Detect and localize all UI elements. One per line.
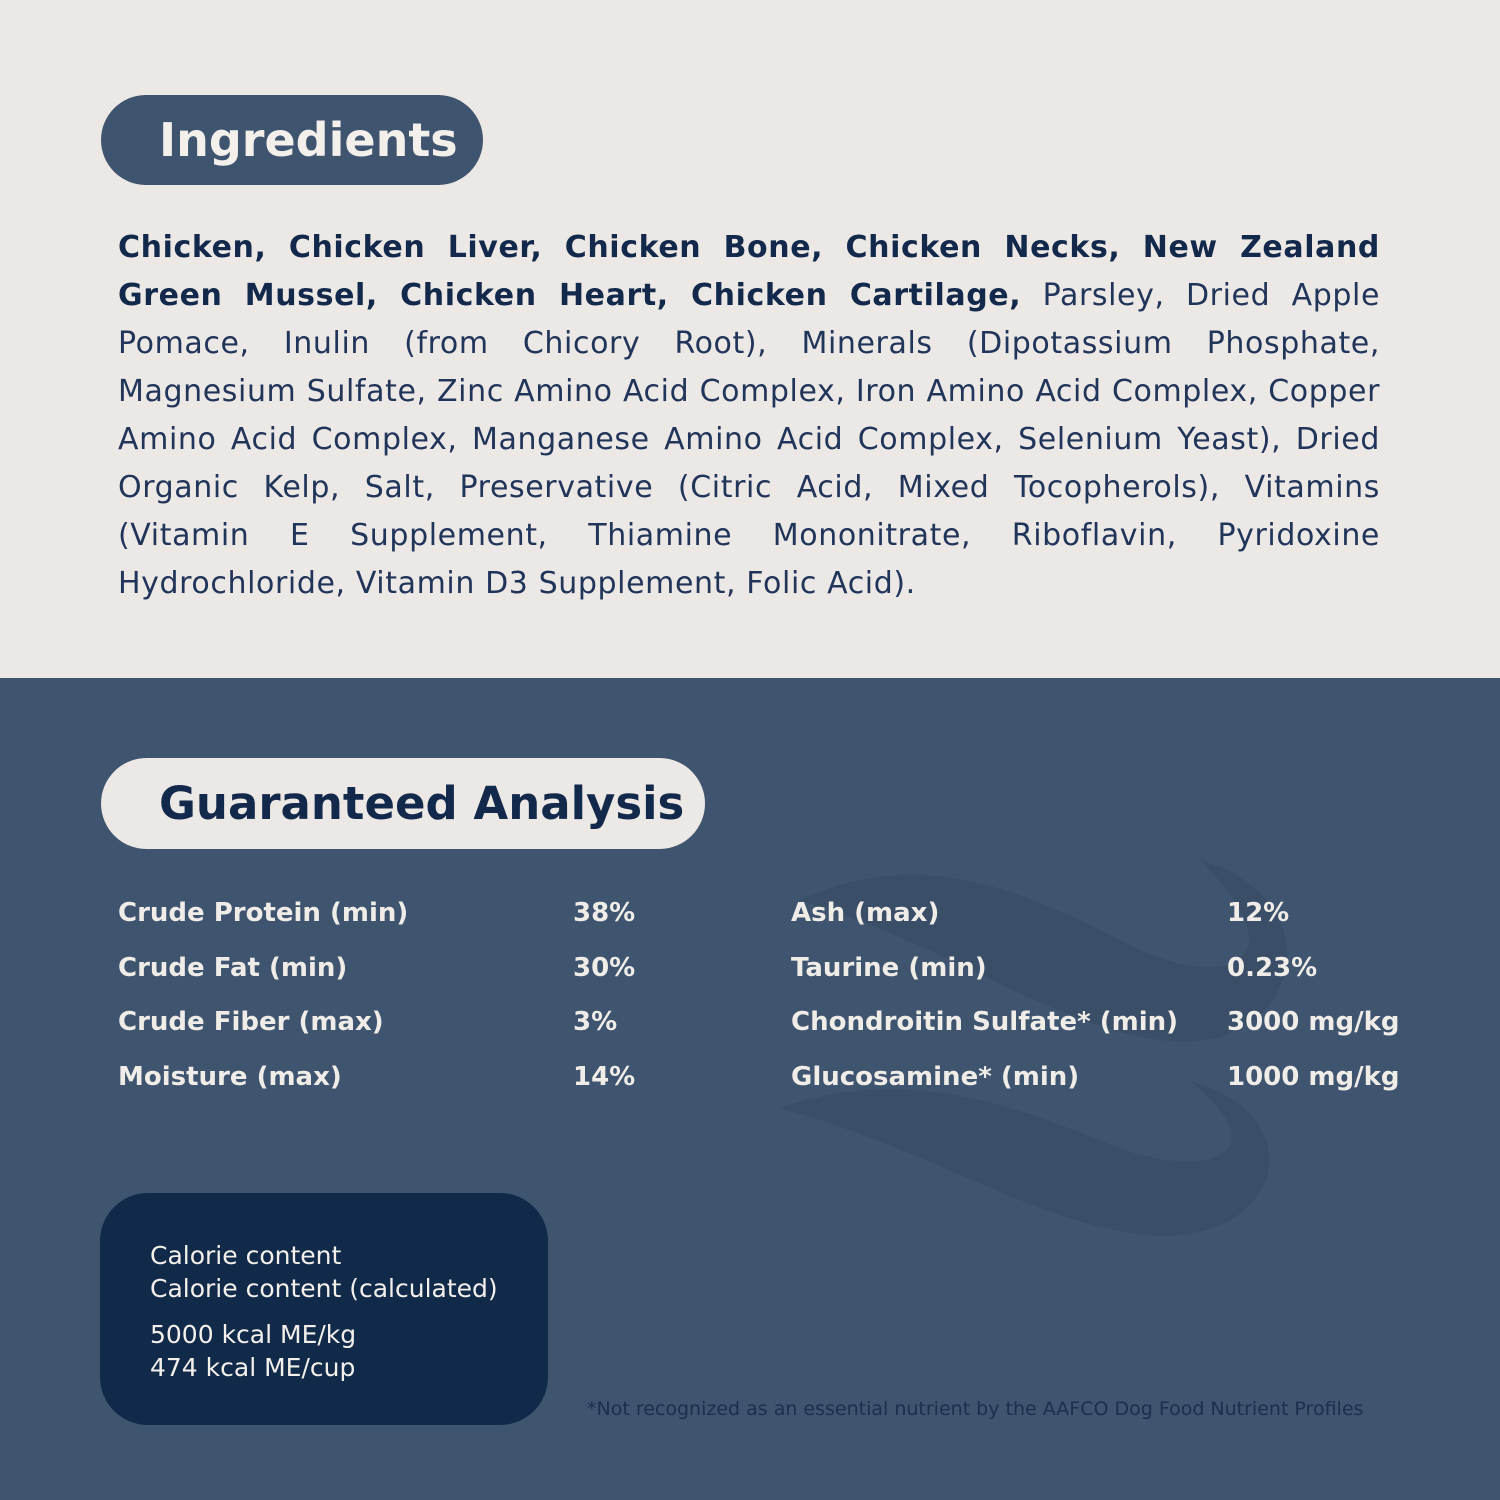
calorie-card: Calorie content Calorie content (calcula… bbox=[100, 1193, 548, 1425]
analysis-value: 0.23% bbox=[1227, 953, 1318, 983]
analysis-value: 14% bbox=[573, 1062, 636, 1092]
calorie-label-calculated: Calorie content (calculated) bbox=[150, 1274, 498, 1303]
analysis-value: 38% bbox=[573, 898, 636, 928]
analysis-label: Crude Fiber (max) bbox=[118, 1007, 384, 1037]
footnote: *Not recognized as an essential nutrient… bbox=[587, 1398, 1364, 1420]
analysis-label: Crude Protein (min) bbox=[118, 898, 409, 928]
wave-decoration-icon bbox=[780, 860, 1288, 1236]
main-ingredients: Chicken, Chicken Liver, Chicken Bone, Ch… bbox=[118, 230, 1380, 313]
analysis-label: Glucosamine* (min) bbox=[791, 1062, 1080, 1092]
ingredients-section: Ingredients Chicken, Chicken Liver, Chic… bbox=[0, 0, 1500, 678]
analysis-label: Taurine (min) bbox=[791, 953, 987, 983]
calorie-label: Calorie content bbox=[150, 1241, 342, 1270]
analysis-value: 12% bbox=[1227, 898, 1290, 928]
analysis-value: 1000 mg/kg bbox=[1227, 1062, 1400, 1092]
analysis-label: Ash (max) bbox=[791, 898, 940, 928]
analysis-label: Chondroitin Sulfate* (min) bbox=[791, 1007, 1179, 1037]
ingredients-list: Chicken, Chicken Liver, Chicken Bone, Ch… bbox=[118, 224, 1380, 608]
analysis-value: 3000 mg/kg bbox=[1227, 1007, 1400, 1037]
other-ingredients: Parsley, Dried Apple Pomace, Inulin (fro… bbox=[118, 278, 1380, 601]
calorie-value-kg: 5000 kcal ME/kg bbox=[150, 1320, 357, 1349]
analysis-heading: Guaranteed Analysis bbox=[101, 758, 705, 849]
analysis-value: 3% bbox=[573, 1007, 618, 1037]
calorie-value-cup: 474 kcal ME/cup bbox=[150, 1353, 356, 1382]
analysis-label: Moisture (max) bbox=[118, 1062, 342, 1092]
analysis-value: 30% bbox=[573, 953, 636, 983]
analysis-label: Crude Fat (min) bbox=[118, 953, 348, 983]
ingredients-heading: Ingredients bbox=[101, 95, 483, 185]
